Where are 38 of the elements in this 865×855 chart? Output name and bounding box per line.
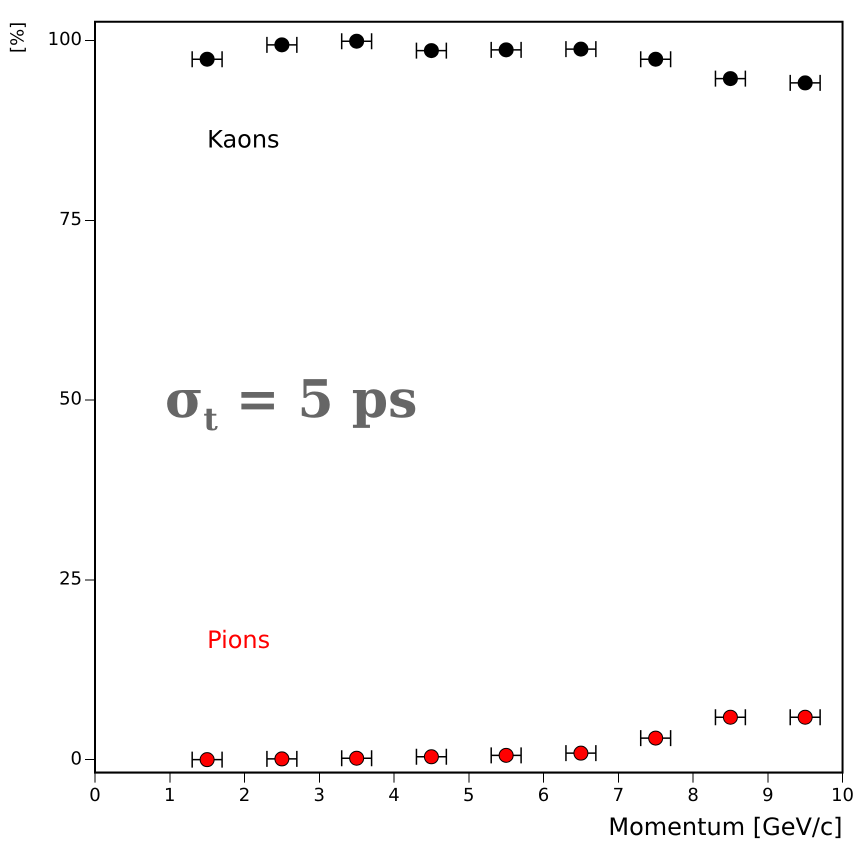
x-tick-label: 0	[89, 785, 101, 806]
point	[274, 37, 290, 52]
x-tick-label: 4	[388, 785, 400, 806]
point	[722, 710, 738, 725]
x-tick-label: 10	[831, 785, 854, 806]
point	[798, 75, 813, 90]
x-tick-label: 2	[238, 785, 250, 806]
point	[349, 750, 364, 766]
point	[498, 42, 514, 58]
point	[424, 749, 439, 764]
point	[200, 52, 215, 67]
point	[424, 43, 439, 58]
x-tick-label: 7	[612, 785, 624, 806]
x-tick-label: 5	[463, 785, 474, 806]
x-tick-label: 6	[538, 785, 550, 806]
point	[349, 34, 364, 49]
x-axis-title: Momentum [GeV/c]	[608, 812, 843, 841]
x-tick-label: 3	[314, 785, 325, 806]
y-tick-label: 50	[59, 388, 82, 410]
x-tick-label: 8	[687, 785, 699, 806]
point	[573, 746, 588, 761]
point	[274, 751, 290, 766]
point	[722, 71, 738, 86]
point	[648, 52, 664, 67]
point	[648, 730, 664, 746]
y-tick-label: 0	[70, 748, 82, 770]
point	[498, 748, 514, 763]
y-tick-label: 25	[59, 568, 82, 590]
point	[200, 752, 215, 768]
text: Pions	[207, 626, 270, 654]
y-axis-title: [%]	[7, 22, 28, 53]
y-tick-label: 75	[59, 208, 82, 230]
point	[798, 710, 813, 725]
text: Kaons	[207, 125, 280, 154]
y-tick-label: 100	[48, 29, 82, 50]
x-tick-label: 1	[164, 785, 176, 806]
point	[573, 42, 588, 57]
x-tick-label: 9	[762, 785, 774, 806]
